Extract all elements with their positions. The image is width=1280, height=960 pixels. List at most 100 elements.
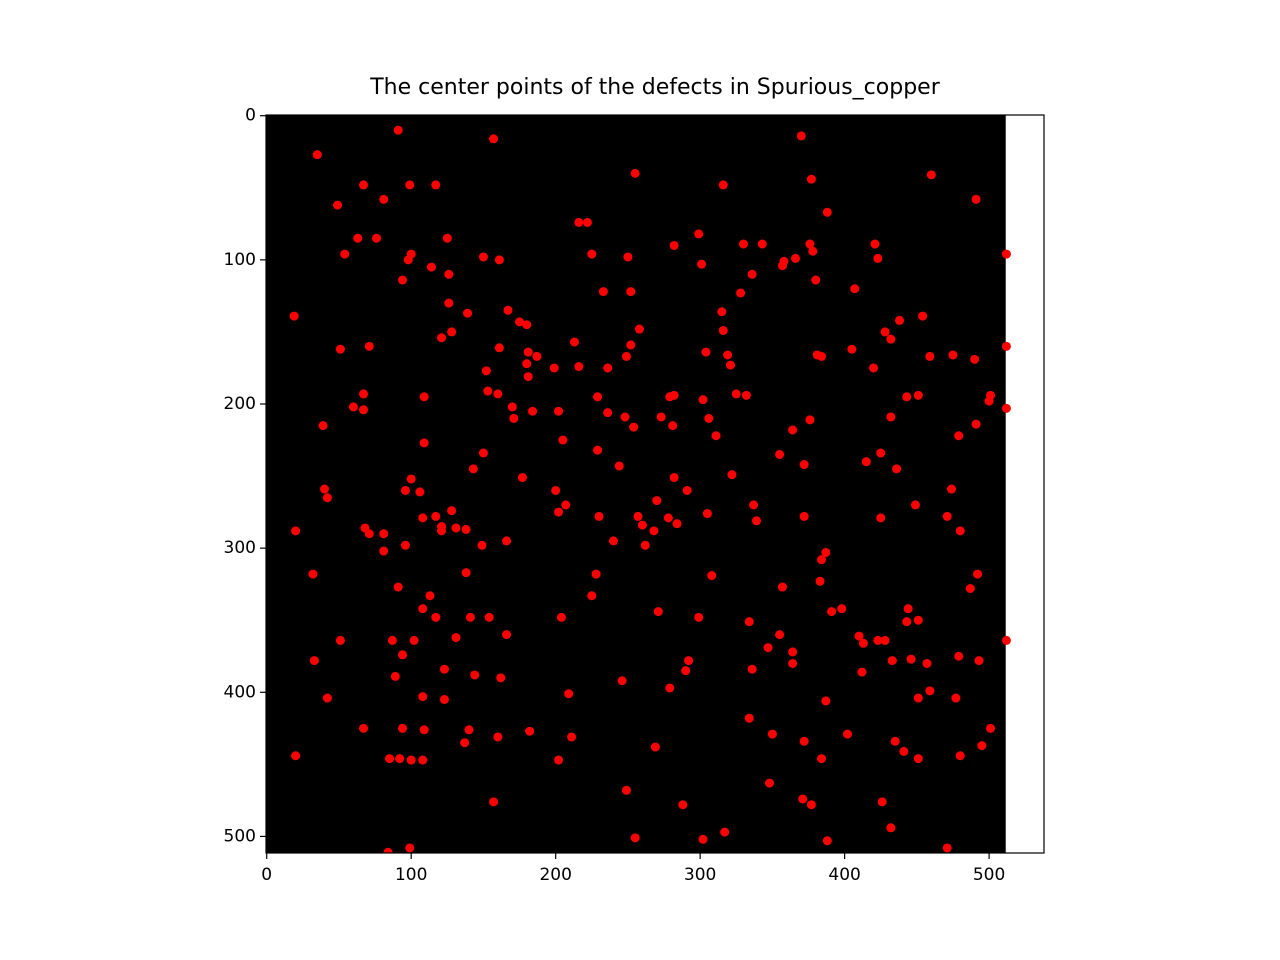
defect-point	[626, 287, 636, 297]
defect-point	[640, 540, 650, 550]
defect-point	[291, 526, 301, 536]
defect-point	[741, 390, 751, 400]
defect-point	[777, 261, 787, 271]
defect-point	[649, 526, 659, 536]
defect-point	[791, 253, 801, 263]
y-tick-label: 200	[224, 394, 256, 414]
defect-point	[525, 726, 535, 736]
defect-point	[886, 823, 896, 833]
defect-point	[465, 612, 475, 622]
defect-point	[614, 461, 624, 471]
defect-point	[788, 647, 798, 657]
defect-point	[711, 431, 721, 441]
defect-point	[406, 755, 416, 765]
defect-point	[503, 305, 513, 315]
defect-point	[764, 778, 774, 788]
defect-point	[447, 506, 457, 516]
defect-point	[558, 435, 568, 445]
defect-point	[554, 507, 564, 517]
defect-point	[799, 460, 809, 470]
defect-point	[775, 449, 785, 459]
defect-point	[426, 262, 436, 272]
defect-point	[447, 327, 457, 337]
defect-point	[494, 343, 504, 353]
defect-point	[322, 693, 332, 703]
defect-point	[442, 233, 452, 243]
defect-point	[951, 693, 961, 703]
defect-point	[954, 431, 964, 441]
defect-point	[652, 496, 662, 506]
defect-point	[419, 392, 429, 402]
x-tick-label: 300	[684, 865, 716, 885]
defect-point	[419, 725, 429, 735]
defect-point	[747, 269, 757, 279]
y-tick-label: 300	[224, 538, 256, 558]
defect-point	[431, 511, 441, 521]
defect-point	[725, 360, 735, 370]
defect-point	[564, 689, 574, 699]
y-tick-label: 0	[245, 106, 256, 126]
defect-point	[390, 671, 400, 681]
defect-point	[574, 362, 584, 372]
defect-point	[890, 736, 900, 746]
defect-point	[379, 546, 389, 556]
defect-point	[477, 540, 487, 550]
background-image	[266, 115, 1006, 853]
defect-point	[507, 402, 517, 412]
defect-point	[478, 252, 488, 262]
defect-point	[973, 569, 983, 579]
defect-point	[551, 485, 561, 495]
defect-point	[694, 612, 704, 622]
defect-point	[763, 643, 773, 653]
defect-point	[698, 834, 708, 844]
defect-point	[682, 485, 692, 495]
x-tick-label: 500	[973, 865, 1005, 885]
defect-point	[723, 350, 733, 360]
axes-frame	[265, 114, 1045, 854]
defect-point	[747, 664, 757, 674]
defect-point	[515, 317, 525, 327]
defect-point	[418, 692, 428, 702]
defect-point	[971, 194, 981, 204]
defect-point	[736, 288, 746, 298]
defect-point	[858, 638, 868, 648]
defect-point	[439, 694, 449, 704]
defect-point	[493, 389, 503, 399]
defect-point	[470, 670, 480, 680]
defect-point	[418, 604, 428, 614]
defect-point	[574, 217, 584, 227]
defect-point	[502, 630, 512, 640]
defect-point	[788, 425, 798, 435]
defect-point	[925, 686, 935, 696]
defect-point	[587, 249, 597, 259]
defect-point	[431, 612, 441, 622]
defect-point	[556, 612, 566, 622]
defect-point	[567, 732, 577, 742]
defect-point	[603, 408, 613, 418]
defect-point	[593, 445, 603, 455]
defect-point	[777, 582, 787, 592]
defect-point	[522, 320, 532, 330]
defect-point	[876, 513, 886, 523]
defect-point	[598, 287, 608, 297]
defect-point	[817, 754, 827, 764]
defect-point	[910, 500, 920, 510]
defect-point	[1001, 341, 1011, 351]
defect-point	[398, 275, 408, 285]
defect-point	[460, 738, 470, 748]
defect-point	[788, 658, 798, 668]
defect-point	[727, 470, 737, 480]
defect-point	[312, 150, 322, 160]
defect-point	[718, 325, 728, 335]
defect-point	[887, 656, 897, 666]
defect-point	[751, 516, 761, 526]
defect-point	[620, 412, 630, 422]
defect-point	[877, 797, 887, 807]
defect-point	[496, 673, 506, 683]
defect-point	[843, 729, 853, 739]
defect-point	[379, 194, 389, 204]
defect-point	[880, 635, 890, 645]
defect-point	[320, 484, 330, 494]
defect-point	[364, 341, 374, 351]
defect-point	[902, 617, 912, 627]
